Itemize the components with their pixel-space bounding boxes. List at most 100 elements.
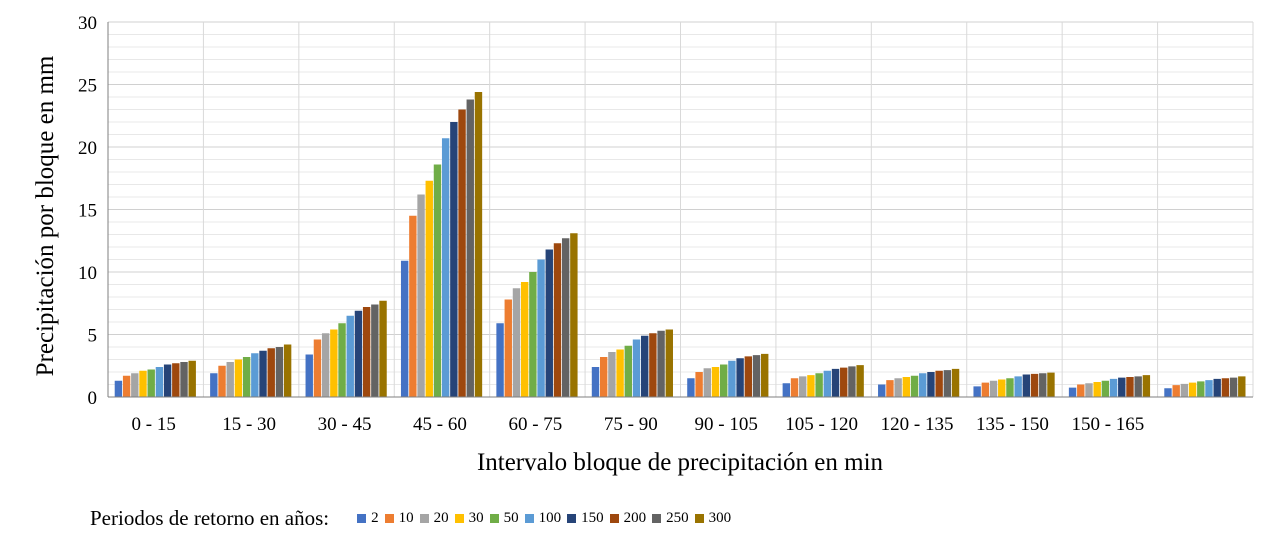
legend-swatch <box>694 513 704 523</box>
bar-20-6 <box>703 368 712 397</box>
bar-150-10 <box>1118 377 1126 397</box>
bar-20-9 <box>989 380 998 397</box>
bar-250-11 <box>1229 377 1238 397</box>
bar-30-6 <box>711 367 720 397</box>
bar-10-4 <box>504 299 512 397</box>
legend-label: 30 <box>468 509 484 526</box>
bar-100-11 <box>1205 380 1213 397</box>
bar-2-4 <box>496 323 504 397</box>
bar-2-1 <box>210 373 218 397</box>
y-tick-label: 0 <box>88 388 98 409</box>
bar-200-8 <box>935 370 943 397</box>
bar-300-4 <box>570 233 578 397</box>
legend-label: 2 <box>371 509 379 526</box>
legend-label: 100 <box>538 509 562 526</box>
bar-50-6 <box>720 364 728 397</box>
bar-30-11 <box>1188 382 1197 397</box>
y-tick-label: 20 <box>78 138 97 159</box>
bar-50-8 <box>910 375 919 397</box>
bar-2-10 <box>1068 387 1077 397</box>
bar-2-7 <box>782 383 791 397</box>
y-tick-label: 25 <box>78 76 97 97</box>
bar-2-9 <box>973 386 981 397</box>
legend-item-20: 20 <box>419 510 449 527</box>
bar-300-2 <box>379 300 387 397</box>
bar-30-1 <box>234 359 243 397</box>
bar-100-0 <box>155 367 164 397</box>
bar-300-6 <box>761 353 769 397</box>
bar-200-6 <box>744 356 753 397</box>
legend-item-2: 2 <box>357 510 379 527</box>
bar-50-4 <box>529 272 537 397</box>
bar-200-5 <box>649 333 657 397</box>
bar-10-9 <box>981 382 990 397</box>
bar-200-9 <box>1030 373 1039 397</box>
bar-300-7 <box>856 365 864 397</box>
bar-200-4 <box>553 243 562 397</box>
x-tick-label: 45 - 60 <box>413 414 467 435</box>
bar-250-0 <box>180 362 188 397</box>
bar-300-0 <box>188 360 196 397</box>
bar-250-7 <box>848 366 856 397</box>
legend-label: 300 <box>708 509 732 526</box>
bar-20-4 <box>512 288 521 397</box>
bar-10-8 <box>886 380 894 397</box>
legend-item-50: 50 <box>489 510 519 527</box>
legend-item-250: 250 <box>652 510 689 527</box>
bar-200-10 <box>1126 377 1134 397</box>
bar-100-7 <box>823 370 832 397</box>
x-tick-label: 30 - 45 <box>318 414 372 435</box>
tick-labels: 0 5 10 15 20 25 30 0 - 15 15 - 30 30 - 45 45 - 60 6… <box>78 13 1144 435</box>
bar-2-5 <box>591 367 600 397</box>
y-tick-label: 15 <box>78 201 97 222</box>
bar-300-10 <box>1142 375 1151 397</box>
bar-100-5 <box>632 339 641 397</box>
legend-swatch <box>609 513 619 523</box>
bar-150-3 <box>450 122 458 397</box>
bar-20-3 <box>417 194 425 397</box>
x-tick-label: 15 - 30 <box>222 414 276 435</box>
bar-10-3 <box>409 215 417 397</box>
legend-label: 200 <box>623 509 647 526</box>
bar-300-9 <box>1047 372 1055 397</box>
bar-30-9 <box>998 379 1006 397</box>
bar-50-9 <box>1006 378 1014 397</box>
legend-swatch <box>652 513 662 523</box>
x-axis-title: Intervalo bloque de precipitación en min <box>477 449 884 476</box>
bar-200-11 <box>1221 378 1230 397</box>
bar-2-11 <box>1164 388 1172 397</box>
legend-swatch <box>357 513 367 523</box>
legend-item-300: 300 <box>694 509 732 527</box>
bar-200-7 <box>840 367 848 397</box>
bar-150-5 <box>640 335 649 397</box>
bar-250-8 <box>943 370 952 397</box>
bar-20-10 <box>1085 383 1093 397</box>
bar-150-8 <box>927 372 935 397</box>
bar-10-5 <box>599 357 608 397</box>
bar-50-10 <box>1101 380 1110 397</box>
bar-100-8 <box>919 373 927 397</box>
legend-item-150: 150 <box>567 510 604 527</box>
legend-label: 250 <box>666 509 689 526</box>
bar-200-1 <box>267 348 275 397</box>
axes <box>107 22 1253 398</box>
bar-30-5 <box>616 349 624 397</box>
y-axis-title: Precipitación por bloque en mm <box>32 55 59 376</box>
bar-10-1 <box>218 365 226 397</box>
x-tick-label: 60 - 75 <box>508 414 562 435</box>
bar-150-1 <box>259 350 267 397</box>
bar-250-3 <box>466 99 474 397</box>
bar-30-8 <box>902 377 911 397</box>
bar-150-9 <box>1022 374 1031 397</box>
bar-20-0 <box>131 373 139 397</box>
y-tick-label: 5 <box>88 326 98 347</box>
bar-50-2 <box>338 323 346 397</box>
bar-10-7 <box>790 378 799 397</box>
legend-item-10: 10 <box>384 510 414 527</box>
x-tick-label: 105 - 120 <box>785 414 858 435</box>
bar-100-1 <box>251 353 259 397</box>
bar-250-5 <box>657 330 665 397</box>
bar-150-7 <box>831 368 840 397</box>
bar-10-11 <box>1172 385 1180 397</box>
